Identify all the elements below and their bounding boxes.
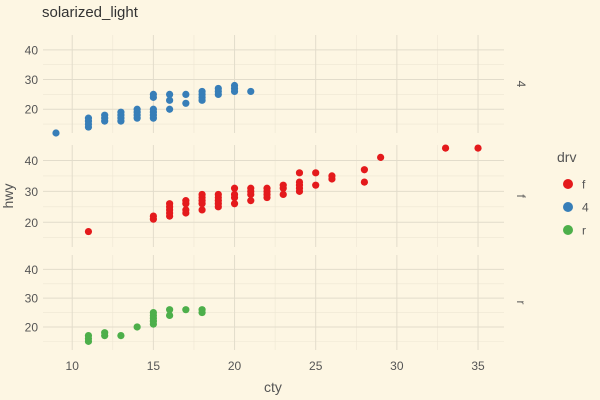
- data-point: [247, 197, 255, 205]
- data-point: [84, 332, 93, 340]
- facet-panel-r: 20 30 40 r: [25, 255, 528, 350]
- legend-key-r: [563, 225, 573, 235]
- data-point: [474, 144, 482, 152]
- y-tick-label: 40: [25, 263, 39, 277]
- data-point: [166, 200, 174, 208]
- data-point: [198, 306, 206, 314]
- y-axis-label: hwy: [0, 184, 16, 209]
- facet-panel-f: 20 30 40 f: [25, 144, 528, 247]
- data-point: [182, 197, 190, 205]
- data-point: [182, 206, 190, 214]
- data-point: [198, 190, 206, 199]
- data-point: [133, 323, 141, 331]
- data-point: [230, 81, 239, 90]
- data-point: [149, 308, 157, 317]
- data-point: [117, 108, 125, 116]
- facet-strip-label: f: [514, 194, 528, 198]
- x-tick-label: 10: [66, 359, 80, 373]
- x-tick-label: 35: [471, 359, 485, 373]
- data-point: [166, 105, 174, 113]
- data-point: [441, 144, 450, 152]
- legend-key-4: [563, 202, 573, 212]
- data-point: [263, 184, 271, 192]
- legend-label-4: 4: [582, 201, 589, 215]
- data-point: [279, 190, 287, 199]
- chart-title: solarized_light: [42, 4, 139, 21]
- data-point: [182, 99, 190, 107]
- data-point: [360, 178, 369, 186]
- data-point: [101, 111, 109, 119]
- data-point: [377, 153, 385, 161]
- data-point: [279, 181, 287, 189]
- data-point: [182, 90, 190, 98]
- y-tick-label: 30: [25, 73, 39, 87]
- data-point: [166, 311, 174, 320]
- legend: drv f 4 r: [557, 149, 589, 238]
- data-point: [328, 172, 336, 180]
- data-point: [133, 105, 141, 113]
- y-tick-label: 40: [25, 154, 39, 168]
- data-point: [166, 96, 174, 104]
- data-point: [295, 169, 304, 177]
- data-point: [247, 87, 255, 96]
- data-point: [214, 190, 222, 199]
- legend-label-f: f: [582, 178, 586, 192]
- data-point: [198, 87, 206, 96]
- x-tick-label: 25: [309, 359, 323, 373]
- x-tick-label: 15: [147, 359, 161, 373]
- x-tick-labels: 10 15 20 25 30 35: [66, 359, 485, 373]
- facet-strip-label: r: [514, 301, 528, 305]
- data-point: [52, 129, 60, 137]
- data-point: [84, 114, 93, 122]
- facet-strip-label: 4: [514, 81, 528, 88]
- data-point: [182, 306, 190, 314]
- data-point: [247, 184, 255, 192]
- data-point: [101, 329, 109, 337]
- data-point: [312, 181, 320, 189]
- data-point: [295, 178, 304, 186]
- facet-panel-4: 20 30 40 4: [25, 35, 528, 137]
- data-point: [214, 84, 222, 93]
- y-tick-label: 20: [25, 320, 39, 334]
- data-point: [198, 206, 206, 214]
- x-tick-label: 20: [228, 359, 242, 373]
- legend-key-f: [563, 179, 573, 189]
- data-point: [84, 227, 93, 236]
- data-point: [230, 184, 239, 192]
- y-tick-label: 20: [25, 216, 39, 230]
- facet-panels: 20 30 40 4 20 30 40 f 20 30 40 r: [25, 35, 528, 350]
- data-point: [230, 200, 239, 208]
- data-point: [230, 190, 239, 199]
- data-point: [149, 105, 157, 113]
- legend-title: drv: [557, 149, 576, 165]
- x-tick-label: 30: [390, 359, 404, 373]
- y-tick-label: 20: [25, 103, 39, 117]
- x-axis-label: cty: [264, 379, 282, 395]
- data-point: [166, 306, 174, 314]
- data-point: [149, 90, 157, 98]
- data-point: [312, 169, 320, 177]
- y-tick-label: 40: [25, 43, 39, 57]
- y-tick-label: 30: [25, 292, 39, 306]
- legend-label-r: r: [582, 224, 586, 238]
- data-point: [360, 166, 369, 174]
- data-point: [117, 332, 125, 340]
- data-point: [149, 212, 157, 220]
- data-point: [166, 90, 174, 98]
- y-tick-label: 30: [25, 185, 39, 199]
